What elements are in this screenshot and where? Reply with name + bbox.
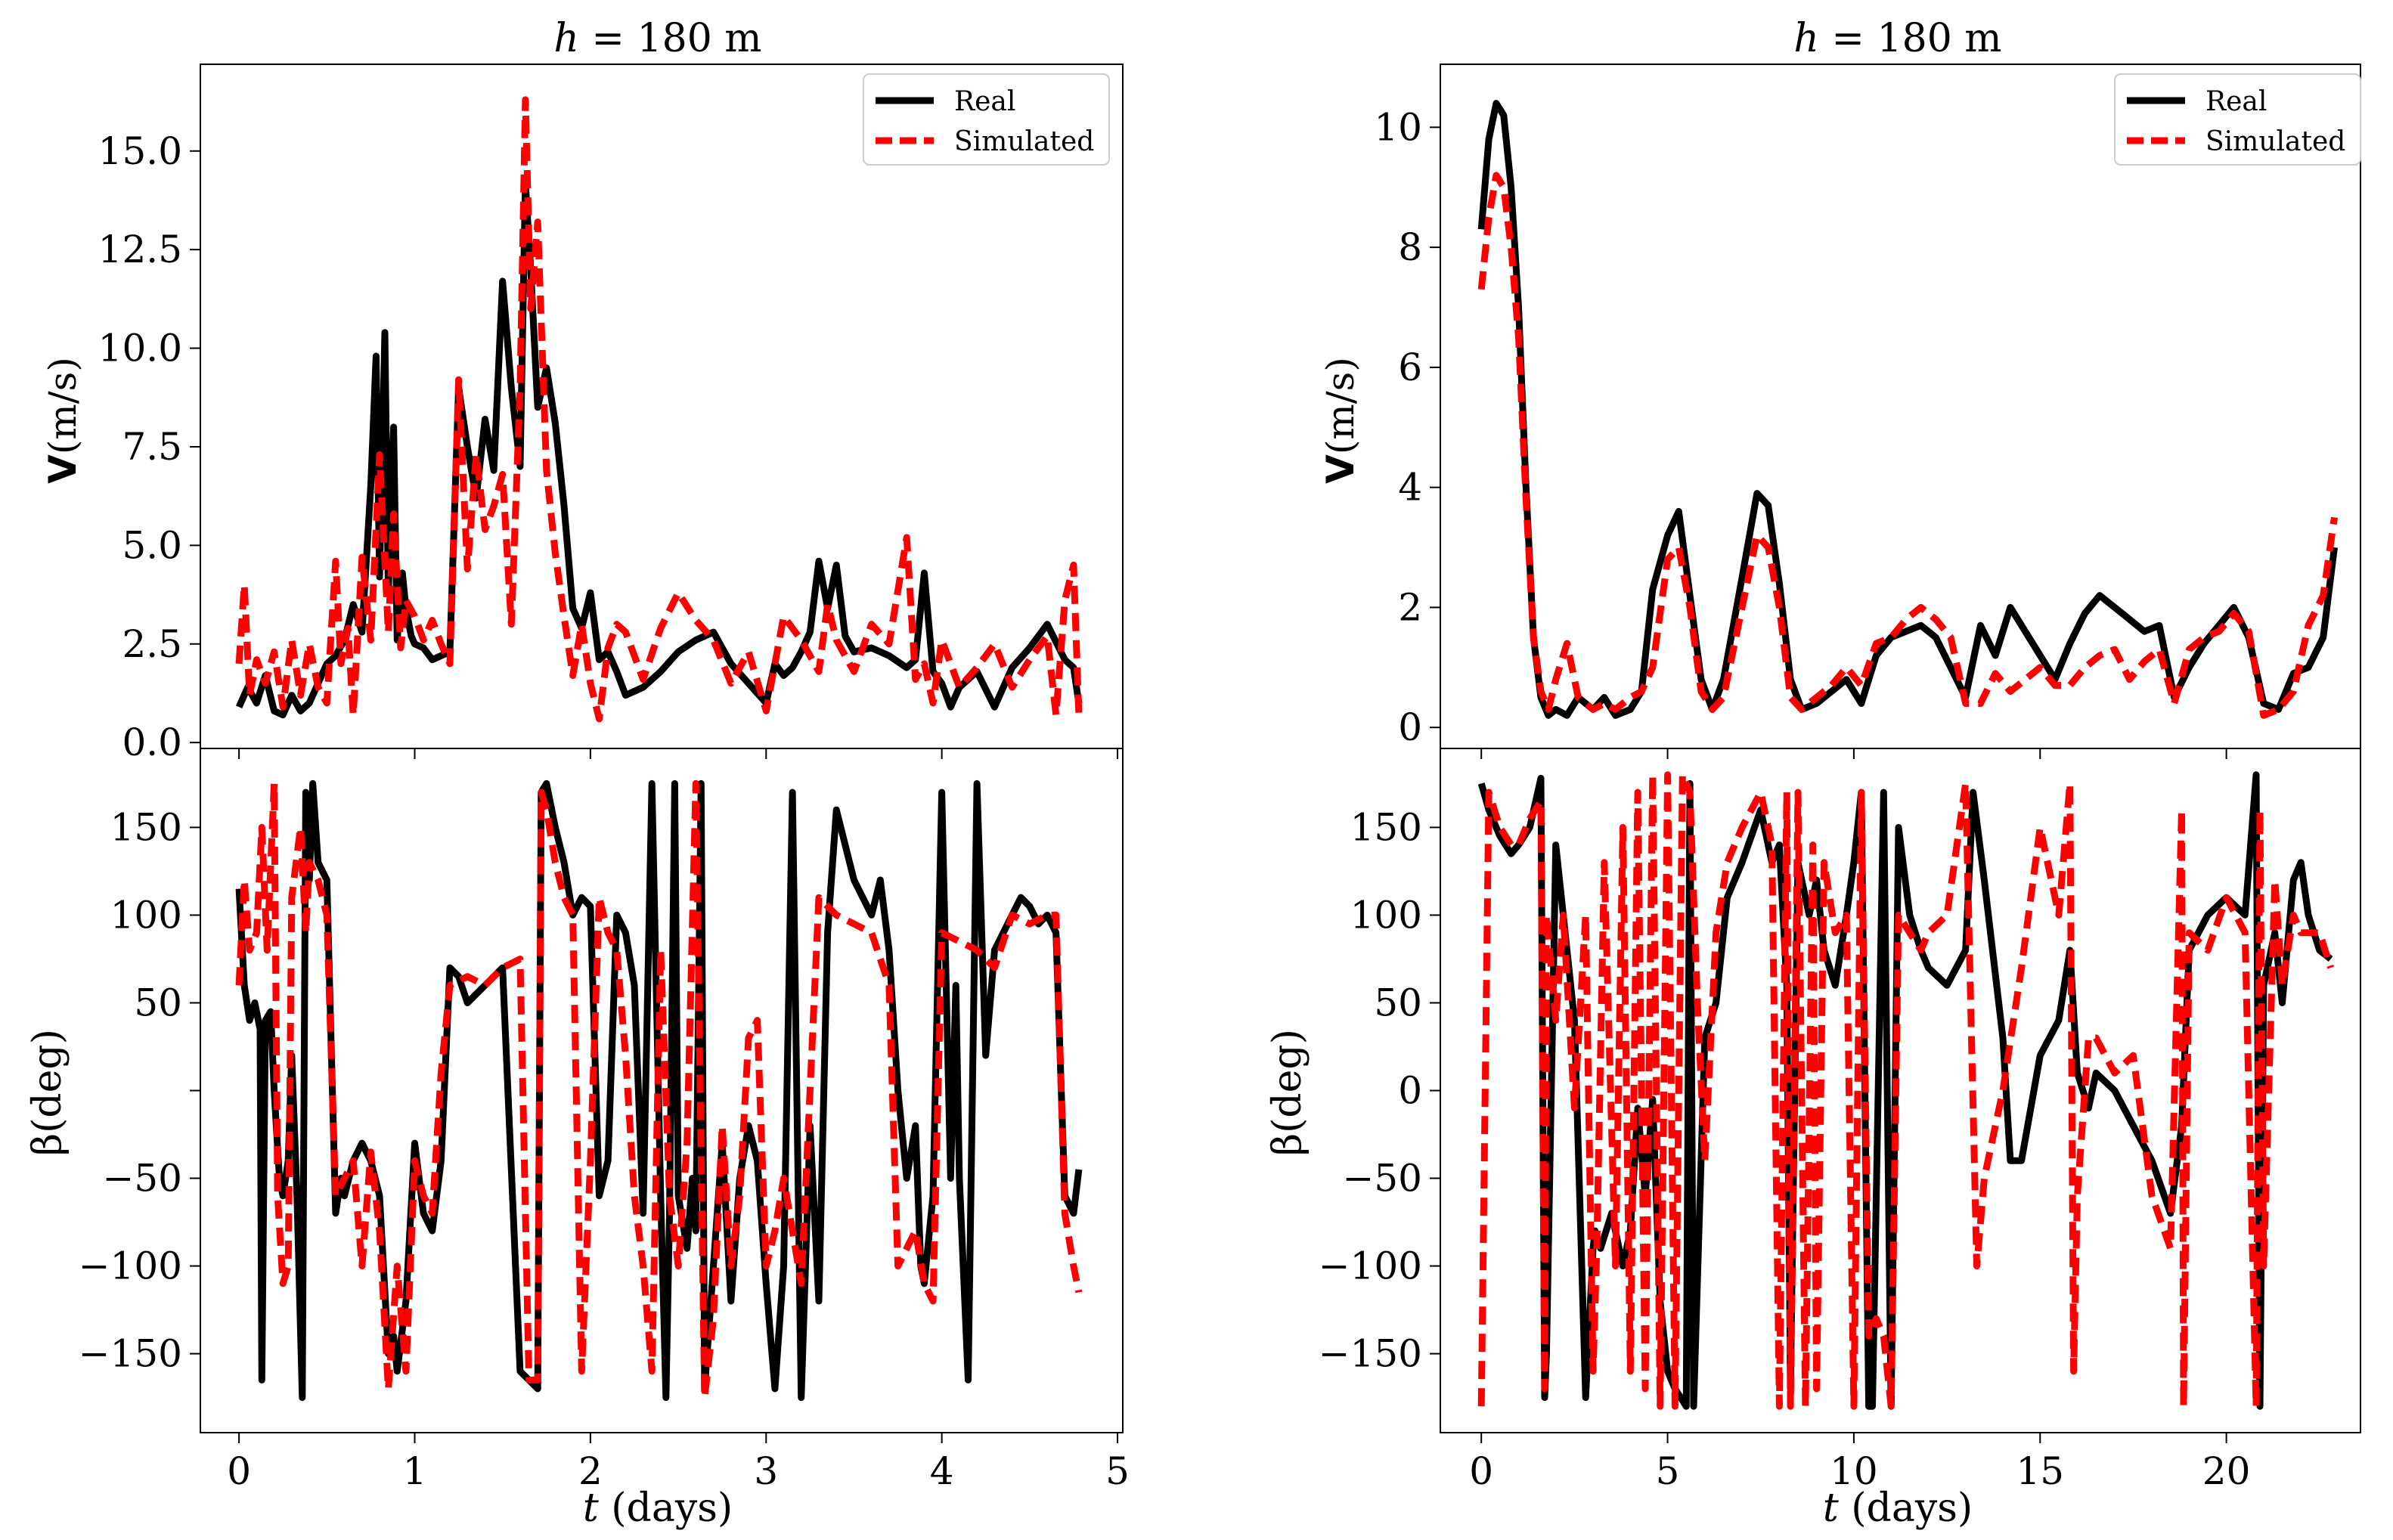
left-direction-xtick-label: 3 <box>754 1449 778 1493</box>
left-direction-ytick-label: −100 <box>79 1244 182 1288</box>
right-speed-ytick-label: 6 <box>1398 345 1422 389</box>
left-legend-simulated-label: Simulated <box>954 126 1094 157</box>
right-speed-ytick-label: 2 <box>1398 585 1422 629</box>
right-speed-ytick-label: 8 <box>1398 225 1422 269</box>
right-legend-simulated-label: Simulated <box>2205 126 2345 157</box>
right-direction-ytick-label: −100 <box>1319 1244 1422 1288</box>
right-speed-ytick-label: 0 <box>1398 705 1422 749</box>
right-direction-xtick-label: 20 <box>2202 1449 2251 1493</box>
right-legend-real-label: Real <box>2205 86 2267 117</box>
right-direction-xtick-label: 5 <box>1656 1449 1680 1493</box>
left-speed-ytick-label: 12.5 <box>98 228 182 271</box>
right-title: h = 180 m <box>1793 16 2001 61</box>
right-xlabel: t (days) <box>1823 1486 1973 1531</box>
left-speed-ytick-label: 15.0 <box>98 129 182 173</box>
right-bottom-ylabel: β(deg) <box>1265 1029 1310 1156</box>
left-direction-xtick-label: 2 <box>578 1449 603 1493</box>
right-direction-ytick-label: 0 <box>1398 1069 1422 1113</box>
left-direction-simulated-line <box>235 779 1083 1402</box>
left-speed-simulated-line <box>235 96 1083 723</box>
left-speed-ytick-label: 7.5 <box>122 425 182 469</box>
left-xlabel: t (days) <box>583 1486 733 1531</box>
right-legend: Real Simulated <box>2114 73 2361 166</box>
right-direction-xtick-label: 15 <box>2016 1449 2064 1493</box>
left-direction-ytick-label: −50 <box>102 1157 182 1201</box>
left-bottom-ylabel: β(deg) <box>25 1029 70 1156</box>
right-direction-simulated-line <box>1477 771 2334 1410</box>
left-legend-real-label: Real <box>954 86 1015 117</box>
left-direction-real-line <box>235 779 1083 1402</box>
left-speed-chart: 0.0 2.5 5.0 7.5 10.0 12.5 15.0 <box>98 64 1124 764</box>
left-title: h = 180 m <box>553 16 761 61</box>
left-direction-xtick-label: 4 <box>930 1449 954 1493</box>
left-speed-ytick-label: 10.0 <box>98 327 182 370</box>
left-legend: Real Simulated <box>863 73 1110 166</box>
right-direction-ytick-label: −150 <box>1319 1332 1422 1376</box>
right-direction-ytick-label: 150 <box>1350 805 1422 849</box>
left-speed-ytick-label: 2.5 <box>122 622 182 666</box>
right-direction-chart: −150 −100 −50 0 50 100 150 0 5 10 15 20 <box>1319 748 2361 1493</box>
left-top-ylabel: V(m/s) <box>41 357 85 484</box>
right-speed-simulated-line <box>1477 172 2338 719</box>
right-speed-ytick-label: 4 <box>1398 466 1422 510</box>
left-direction-ytick-label: 100 <box>110 893 182 937</box>
left-direction-xtick-label: 1 <box>403 1449 427 1493</box>
left-direction-xtick-label: 5 <box>1105 1449 1130 1493</box>
right-direction-ytick-label: 100 <box>1350 893 1422 937</box>
left-direction-ytick-label: 50 <box>134 981 182 1024</box>
left-speed-ytick-label: 0.0 <box>122 720 182 764</box>
left-direction-chart: −150 −100 −50 50 100 150 0 1 2 3 4 5 <box>79 748 1130 1493</box>
left-direction-ytick-label: −150 <box>79 1332 182 1376</box>
right-speed-ytick-label: 10 <box>1374 105 1422 149</box>
left-direction-ytick-label: 150 <box>110 805 182 849</box>
left-speed-real-line <box>235 179 1083 719</box>
right-top-ylabel: V(m/s) <box>1319 357 1362 484</box>
left-direction-xtick-label: 0 <box>227 1449 251 1493</box>
right-direction-ytick-label: 50 <box>1374 981 1422 1024</box>
right-direction-xtick-label: 0 <box>1469 1449 1493 1493</box>
left-speed-ytick-label: 5.0 <box>122 523 182 567</box>
right-direction-ytick-label: −50 <box>1342 1157 1422 1201</box>
right-direction-xtick-label: 10 <box>1830 1449 1878 1493</box>
